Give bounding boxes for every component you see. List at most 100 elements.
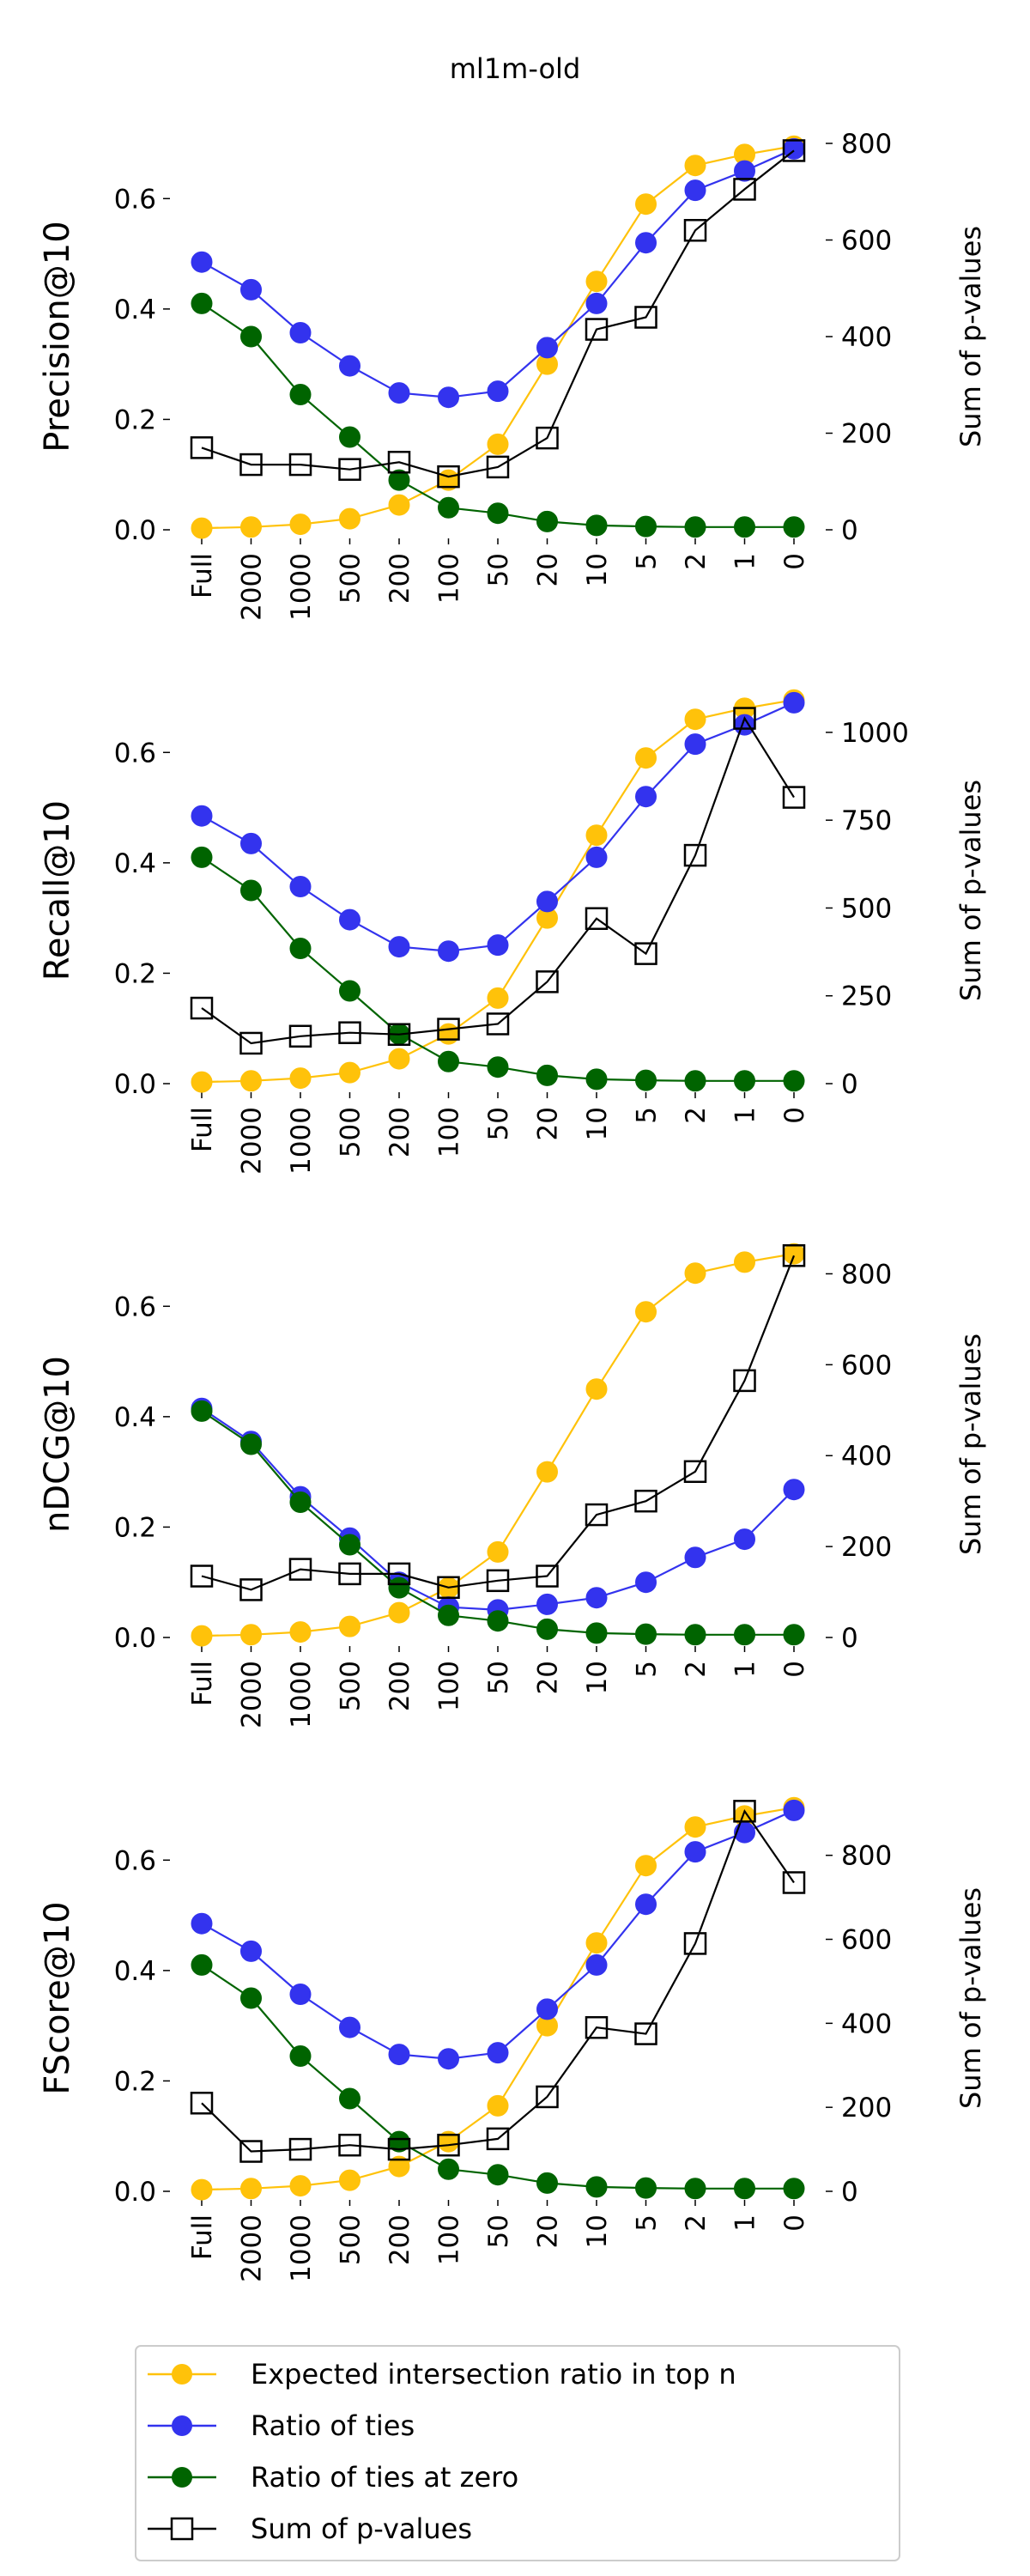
data-point-1 (240, 516, 262, 538)
y-tick-label: 0.2 (114, 1512, 156, 1543)
x-tick-label: 2000 (237, 2215, 268, 2282)
data-point-1 (684, 1816, 706, 1838)
y2-axis-label: Sum of p-values (954, 1334, 987, 1555)
pvalue-marker (782, 786, 806, 809)
pvalue-marker (536, 970, 559, 993)
x-tick-label: 10 (582, 1661, 613, 1694)
data-point-2 (585, 292, 608, 314)
data-point-3 (388, 469, 410, 491)
data-point-1 (487, 433, 509, 455)
data-point-2 (388, 936, 410, 958)
pvalue-marker (536, 2085, 559, 2109)
data-point-1 (684, 155, 706, 177)
data-point-3 (734, 516, 755, 538)
data-point-2 (339, 908, 360, 931)
data-point-3 (734, 2178, 755, 2200)
data-point-3 (783, 1070, 805, 1092)
data-point-3 (240, 325, 262, 348)
x-tick-label: 500 (336, 553, 367, 604)
pvalue-marker (437, 1576, 460, 1600)
y-tick-label: 0.4 (114, 295, 156, 325)
data-point-3 (339, 426, 360, 448)
x-tick-label: 20 (533, 2215, 564, 2248)
x-tick-label: 2000 (237, 1661, 268, 1728)
data-point-3 (191, 292, 213, 314)
y-tick-label: 0.0 (114, 1069, 156, 1100)
data-point-2 (388, 382, 410, 404)
data-point-2 (240, 278, 262, 301)
x-tick-label: 2000 (237, 553, 268, 621)
data-point-3 (684, 1624, 706, 1646)
pvalue-marker (239, 1031, 263, 1055)
data-point-3 (240, 1433, 262, 1455)
data-point-1 (684, 708, 706, 731)
data-point-2 (289, 322, 312, 343)
y2-tick-label: 200 (841, 419, 892, 450)
pvalue-marker (190, 1564, 214, 1588)
x-tick-label: 5 (632, 1107, 663, 1124)
y-tick-label: 0.2 (114, 404, 156, 435)
data-point-3 (289, 384, 312, 405)
data-point-1 (487, 987, 509, 1009)
x-tick-label: 5 (632, 1661, 663, 1678)
data-point-3 (438, 1604, 459, 1626)
pvalue-marker (585, 1503, 609, 1527)
data-point-1 (388, 2155, 410, 2178)
x-tick-label: 100 (434, 553, 465, 604)
pvalue-marker (437, 1018, 460, 1041)
legend-label: Expected intersection ratio in top n (251, 2358, 736, 2391)
data-point-3 (585, 1068, 608, 1091)
x-tick-label: 2 (681, 1661, 712, 1678)
data-point-1 (635, 1301, 657, 1323)
x-tick-label: 200 (385, 1661, 415, 1711)
pvalue-marker (486, 1012, 510, 1036)
legend-marker (172, 2415, 192, 2436)
pvalue-marker (288, 1558, 312, 1581)
y2-tick-label: 0 (841, 1623, 858, 1654)
x-tick-label: Full (187, 2215, 218, 2260)
data-point-3 (585, 1622, 608, 1644)
y-axis-label: Recall@10 (38, 800, 77, 981)
y-tick-label: 0.0 (114, 2177, 156, 2208)
pvalue-marker (387, 2137, 411, 2161)
x-tick-label: 100 (434, 1107, 465, 1157)
x-tick-label: 1000 (286, 1661, 317, 1728)
pvalue-marker (338, 1021, 361, 1044)
pvalue-marker (634, 1489, 657, 1513)
data-point-3 (684, 2178, 706, 2200)
x-tick-label: 0 (779, 1661, 810, 1678)
data-point-2 (635, 1571, 657, 1594)
y-tick-label: 0.4 (114, 1402, 156, 1433)
data-point-2 (240, 1940, 262, 1962)
x-tick-label: 1000 (286, 2215, 317, 2282)
data-point-2 (487, 380, 509, 403)
data-point-3 (536, 2172, 558, 2194)
x-tick-label: 200 (385, 1107, 415, 1157)
pvalue-marker (338, 458, 361, 481)
x-tick-label: 10 (582, 1107, 613, 1140)
legend-marker (172, 2467, 192, 2488)
data-point-2 (734, 1528, 755, 1551)
y-axis-label: Precision@10 (38, 221, 77, 452)
x-tick-label: 50 (483, 2215, 514, 2248)
data-point-2 (536, 1593, 558, 1615)
data-point-3 (585, 514, 608, 537)
data-point-3 (388, 1577, 410, 1599)
data-point-1 (388, 1601, 410, 1624)
y-tick-label: 0.4 (114, 848, 156, 879)
data-point-3 (734, 1624, 755, 1646)
pvalue-marker (782, 139, 806, 162)
x-tick-label: 1 (730, 1661, 761, 1678)
pvalue-marker (585, 907, 609, 930)
pvalue-marker (683, 843, 707, 867)
y2-tick-label: 600 (841, 1925, 892, 1956)
data-point-2 (438, 2048, 459, 2070)
x-tick-label: 1000 (286, 1107, 317, 1175)
x-tick-label: 100 (434, 2215, 465, 2265)
x-tick-label: Full (187, 1107, 218, 1152)
x-tick-label: 10 (582, 2215, 613, 2248)
pvalue-marker (733, 707, 756, 730)
y2-axis-label: Sum of p-values (954, 780, 987, 1001)
y2-tick-label: 200 (841, 1532, 892, 1563)
